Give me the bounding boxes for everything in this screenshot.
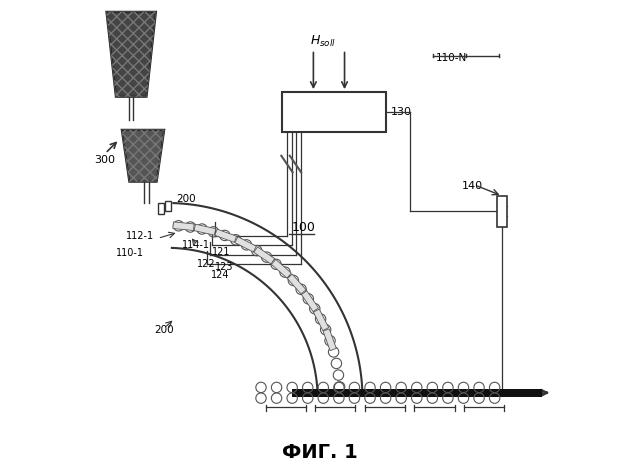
Polygon shape <box>235 237 257 252</box>
Bar <box>164 201 171 211</box>
Text: 121: 121 <box>212 247 231 257</box>
Polygon shape <box>194 224 216 235</box>
Polygon shape <box>323 329 337 351</box>
Polygon shape <box>271 260 291 278</box>
Polygon shape <box>314 309 329 330</box>
Polygon shape <box>287 274 306 294</box>
Polygon shape <box>122 130 164 182</box>
Bar <box>292 389 542 396</box>
Polygon shape <box>301 291 319 312</box>
Text: 110-N: 110-N <box>436 53 467 63</box>
Text: 140: 140 <box>461 181 483 191</box>
Text: 130: 130 <box>391 107 412 117</box>
Bar <box>497 196 508 227</box>
Bar <box>157 203 164 214</box>
Text: 122: 122 <box>197 259 216 269</box>
Bar <box>282 92 386 132</box>
Text: 100: 100 <box>292 221 316 234</box>
Text: ФИГ. 1: ФИГ. 1 <box>282 443 358 462</box>
Text: 110-1: 110-1 <box>116 248 144 258</box>
Text: 300: 300 <box>94 155 115 165</box>
Text: 112-1: 112-1 <box>125 231 154 241</box>
Text: 123: 123 <box>215 262 234 272</box>
Text: 200: 200 <box>177 194 196 204</box>
Polygon shape <box>215 229 237 243</box>
Text: $H_{soll}$: $H_{soll}$ <box>310 34 336 49</box>
Polygon shape <box>254 247 275 264</box>
Text: 200: 200 <box>154 325 173 335</box>
Polygon shape <box>173 222 194 230</box>
Text: 124: 124 <box>211 270 230 280</box>
Text: 114-1: 114-1 <box>182 240 210 250</box>
Polygon shape <box>106 12 156 97</box>
